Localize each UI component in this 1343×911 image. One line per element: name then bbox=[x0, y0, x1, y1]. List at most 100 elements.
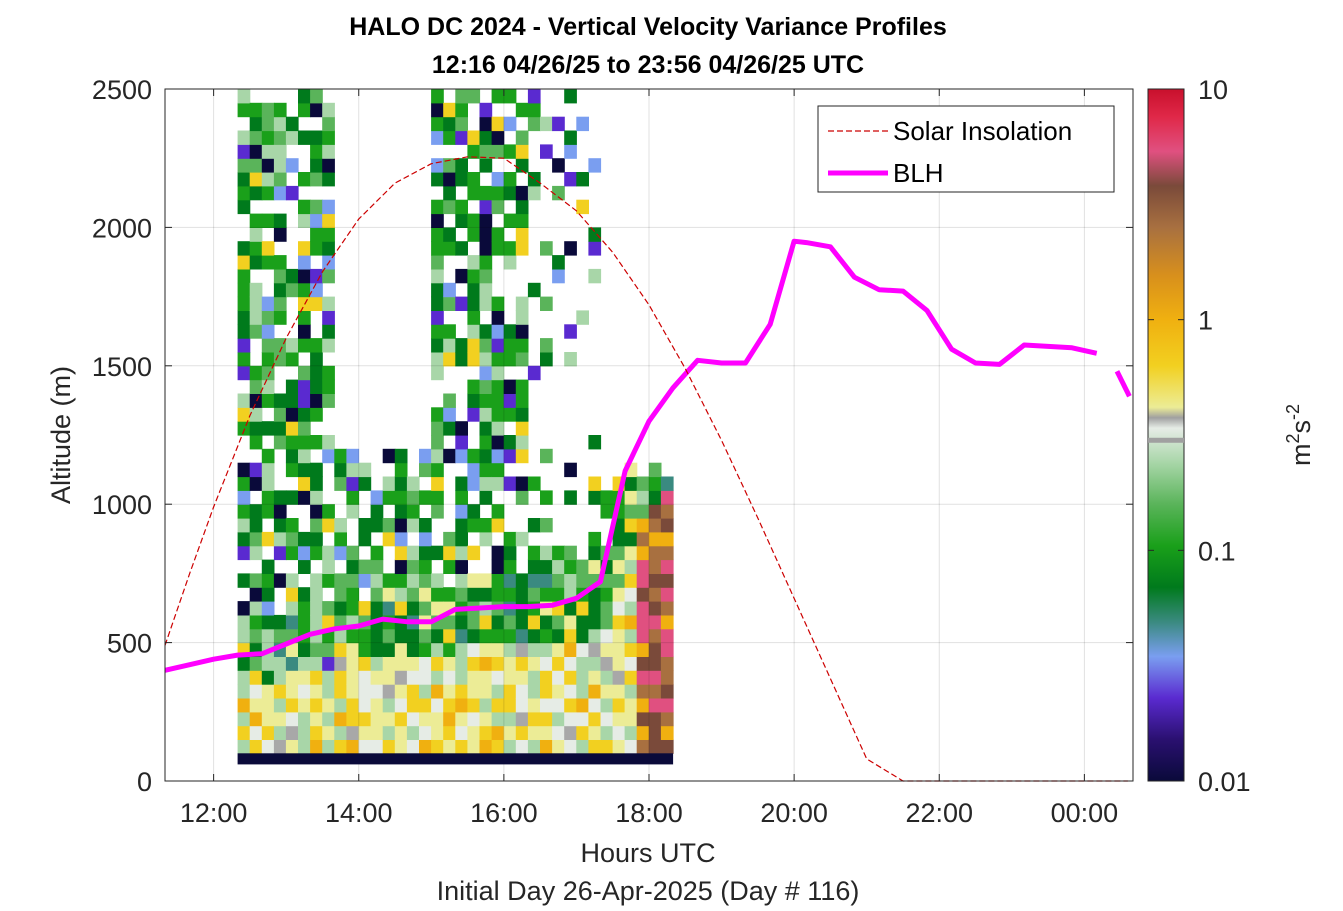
series-lines bbox=[164, 156, 1132, 782]
heatmap-cell bbox=[527, 102, 541, 118]
heatmap-cell bbox=[515, 642, 529, 657]
heatmap-cell bbox=[370, 559, 384, 574]
heatmap-cell bbox=[527, 89, 541, 104]
heatmap-cell bbox=[503, 448, 517, 464]
heatmap-cell bbox=[358, 518, 372, 533]
heatmap-cell bbox=[249, 185, 263, 201]
heatmap-cell bbox=[491, 393, 505, 408]
heatmap-cell bbox=[322, 172, 335, 187]
heatmap-cell bbox=[479, 158, 493, 173]
heatmap-cell bbox=[249, 628, 263, 644]
heatmap-cell bbox=[443, 227, 456, 242]
heatmap-cell bbox=[527, 587, 541, 602]
heatmap-cell bbox=[540, 698, 553, 713]
heatmap-cell bbox=[298, 545, 311, 561]
heatmap-cell bbox=[298, 711, 311, 727]
heatmap-cell bbox=[322, 310, 335, 325]
heatmap-cell bbox=[564, 642, 577, 657]
heatmap-cell bbox=[298, 324, 311, 339]
heatmap-cell bbox=[564, 725, 577, 740]
heatmap-cell bbox=[382, 573, 396, 588]
heatmap-cell bbox=[455, 490, 468, 505]
heatmap-cell bbox=[310, 172, 323, 187]
heatmap-cell bbox=[431, 227, 444, 242]
heatmap-cell bbox=[322, 601, 335, 616]
heatmap-cell bbox=[491, 670, 505, 685]
heatmap-cell bbox=[455, 614, 468, 630]
heatmap-cell bbox=[612, 628, 626, 644]
heatmap-cell bbox=[310, 698, 323, 713]
heatmap-cell bbox=[298, 407, 311, 422]
heatmap-cell bbox=[261, 739, 275, 754]
legend: Solar Insolation BLH bbox=[817, 105, 1115, 193]
heatmap-cell bbox=[298, 642, 311, 657]
heatmap-cell bbox=[261, 310, 275, 325]
heatmap-cell bbox=[298, 310, 311, 325]
heatmap-cell bbox=[479, 227, 493, 242]
heatmap-cell bbox=[419, 725, 432, 740]
heatmap-cell bbox=[273, 144, 287, 159]
heatmap-cell bbox=[419, 518, 432, 533]
y-tick-label: 2500 bbox=[92, 75, 152, 105]
heatmap-cell bbox=[455, 698, 468, 713]
heatmap-cell bbox=[455, 711, 468, 727]
heatmap-cell bbox=[394, 559, 408, 574]
heatmap-cell bbox=[576, 711, 589, 727]
heatmap-cell bbox=[479, 656, 493, 671]
heatmap-cell bbox=[285, 601, 299, 616]
heatmap-cell bbox=[285, 587, 299, 602]
heatmap-cell bbox=[515, 199, 529, 215]
heatmap-cell bbox=[310, 268, 323, 284]
heatmap-cell bbox=[334, 448, 347, 464]
heatmap-cell bbox=[261, 531, 275, 547]
heatmap-cell bbox=[431, 642, 444, 657]
heatmap-cell bbox=[491, 227, 505, 242]
heatmap-cell bbox=[322, 199, 335, 215]
heatmap-cell bbox=[370, 656, 384, 671]
heatmap-cell bbox=[467, 504, 481, 519]
heatmap-cell bbox=[648, 573, 662, 588]
heatmap-cell bbox=[394, 725, 408, 740]
x-tick-label: 22:00 bbox=[905, 798, 973, 828]
heatmap-cell bbox=[358, 601, 372, 616]
heatmap-cell bbox=[237, 684, 251, 699]
heatmap-cell bbox=[273, 296, 287, 311]
heatmap-cell bbox=[298, 448, 311, 464]
heatmap-cell bbox=[503, 739, 517, 754]
heatmap-cell bbox=[600, 490, 614, 505]
heatmap-cell bbox=[455, 518, 468, 533]
heatmap-cell bbox=[443, 158, 456, 173]
heatmap-cell bbox=[406, 670, 420, 685]
heatmap-cell bbox=[310, 490, 323, 505]
heatmap-cell bbox=[564, 324, 577, 339]
heatmap-cell bbox=[237, 172, 251, 187]
heatmap-cell bbox=[612, 642, 626, 657]
heatmap-cell bbox=[588, 670, 602, 685]
heatmap-cell bbox=[431, 684, 444, 699]
heatmap-cell bbox=[249, 421, 263, 436]
heatmap-cell bbox=[406, 490, 420, 505]
heatmap-cell bbox=[588, 628, 602, 644]
heatmap-cell bbox=[564, 698, 577, 713]
heatmap-cell bbox=[467, 407, 481, 422]
heatmap-cell bbox=[503, 352, 517, 367]
heatmap-cell bbox=[479, 684, 493, 699]
heatmap-cell bbox=[382, 670, 396, 685]
heatmap-cell bbox=[576, 601, 589, 616]
heatmap-cell bbox=[249, 739, 263, 754]
heatmap-cell bbox=[648, 739, 662, 754]
heatmap-cell bbox=[322, 338, 335, 353]
heatmap-cell bbox=[431, 504, 444, 519]
chart-title-line1: HALO DC 2024 - Vertical Velocity Varianc… bbox=[349, 13, 947, 41]
heatmap-cell bbox=[310, 573, 323, 588]
heatmap-cell bbox=[648, 725, 662, 740]
heatmap-cell bbox=[491, 739, 505, 754]
heatmap-cell bbox=[503, 476, 517, 491]
heatmap-cell bbox=[491, 199, 505, 215]
heatmap-cell bbox=[503, 393, 517, 408]
heatmap-cell bbox=[564, 601, 577, 616]
heatmap-cell bbox=[527, 172, 541, 187]
heatmap-cell bbox=[273, 698, 287, 713]
heatmap-cell bbox=[298, 656, 311, 671]
heatmap-cell bbox=[406, 628, 420, 644]
